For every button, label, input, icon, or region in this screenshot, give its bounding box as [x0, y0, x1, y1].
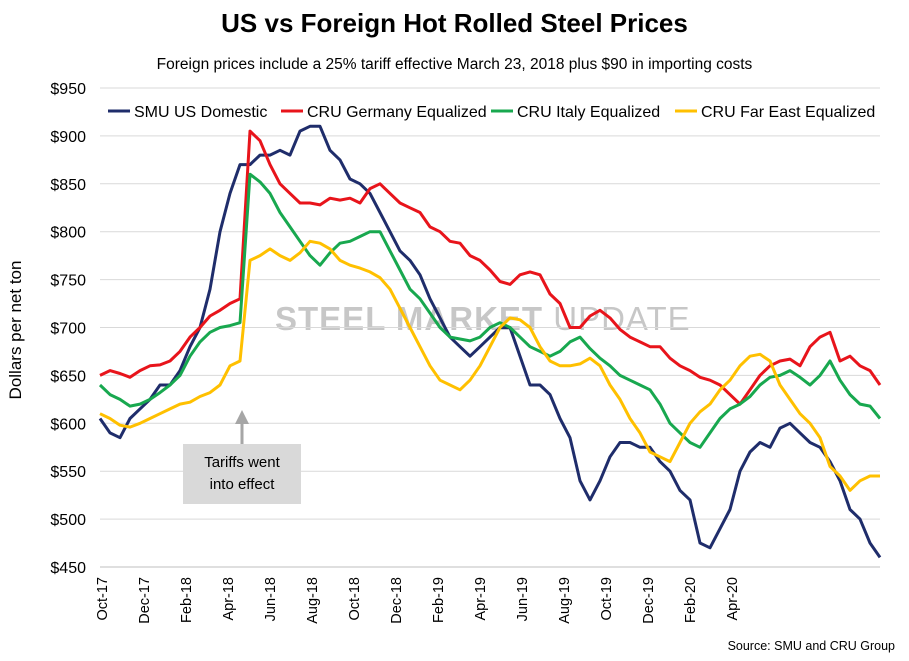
y-tick-label: $750: [50, 273, 86, 290]
chart-subtitle: Foreign prices include a 25% tariff effe…: [156, 56, 753, 73]
y-tick-label: $950: [50, 81, 86, 98]
legend-label: CRU Germany Equalized: [307, 104, 487, 121]
legend-label: SMU US Domestic: [134, 104, 267, 121]
y-tick-label: $500: [50, 512, 86, 529]
x-tick-label: Feb-20: [683, 577, 699, 623]
series-line: [99, 129, 882, 406]
x-tick-label: Dec-18: [389, 577, 405, 624]
y-tick-label: $550: [50, 464, 86, 481]
x-tick-label: Apr-19: [473, 577, 489, 621]
x-tick-label: Feb-18: [179, 577, 195, 623]
x-tick-label: Aug-18: [305, 577, 321, 624]
y-tick-label: $850: [50, 177, 86, 194]
series-lines: [98, 124, 882, 559]
x-tick-label: Jun-18: [263, 577, 279, 621]
x-tick-label: Apr-20: [725, 577, 741, 621]
y-tick-label: $650: [50, 368, 86, 385]
series-line: [99, 239, 880, 492]
series-line: [98, 124, 882, 559]
y-tick-label: $900: [50, 129, 86, 146]
x-tick-label: Apr-18: [221, 577, 237, 621]
y-tick-label: $800: [50, 225, 86, 242]
legend-label: CRU Far East Equalized: [701, 104, 875, 121]
arrow-head: [235, 410, 249, 424]
tariff-annotation: Tariffs went into effect: [183, 444, 301, 504]
x-tick-label: Dec-17: [137, 577, 153, 624]
x-tick-label: Dec-19: [641, 577, 657, 624]
x-tick-label: Aug-19: [557, 577, 573, 624]
y-tick-label: $450: [50, 560, 86, 577]
y-tick-label: $600: [50, 416, 86, 433]
x-tick-label: Oct-19: [599, 577, 615, 621]
legend: SMU US Domestic CRU Germany Equalized CRU …: [108, 104, 875, 121]
source-note: Source: SMU and CRU Group: [727, 639, 895, 653]
annotation-line-2: into effect: [209, 476, 275, 493]
x-tick-label: Jun-19: [515, 577, 531, 621]
x-tick-label: Oct-18: [347, 577, 363, 621]
x-axis-ticks: Oct-17 Dec-17 Feb-18 Apr-18 Jun-18 Aug-18 Oct-…: [95, 577, 741, 624]
y-tick-label: $700: [50, 321, 86, 338]
chart-title: US vs Foreign Hot Rolled Steel Prices: [221, 8, 688, 38]
x-tick-label: Feb-19: [431, 577, 447, 623]
annotation-arrow: [235, 410, 249, 444]
legend-label: CRU Italy Equalized: [517, 104, 660, 121]
annotation-line-1: Tariffs went: [204, 454, 280, 471]
x-tick-label: Oct-17: [95, 577, 111, 621]
y-axis-ticks: $450 $500 $550 $600 $650 $700 $750 $800 $850 $900…: [50, 81, 86, 577]
series-line: [98, 172, 882, 449]
